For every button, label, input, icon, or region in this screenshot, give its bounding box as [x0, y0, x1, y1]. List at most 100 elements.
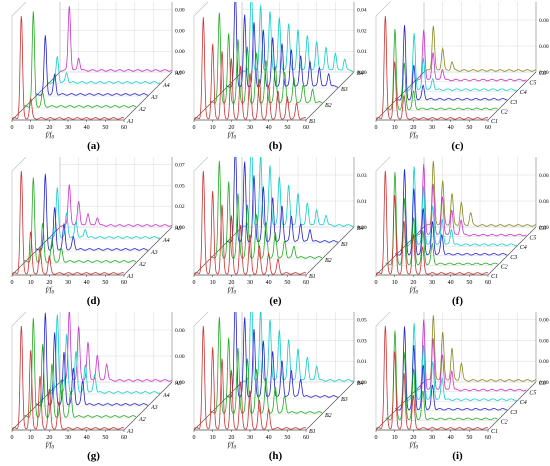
axis-line	[11, 312, 27, 327]
x-tick-label: 50	[466, 435, 472, 441]
z-tick-label: 0.054	[357, 318, 367, 324]
series-line	[225, 157, 339, 243]
series-label: B4	[357, 70, 364, 77]
series-label: C5	[529, 236, 536, 242]
x-tick-label: 20	[410, 435, 416, 441]
z-tick-label: 0.018	[357, 359, 367, 365]
z-tick-label: 0.000	[175, 225, 185, 231]
z-tick-label: 0.0057	[539, 318, 549, 324]
series-label: B3	[341, 397, 348, 403]
z-tick-label: 0.000	[357, 225, 367, 231]
waterfall-chart: 0102030405060f/f00.0000.0140.0280.0420.0…	[193, 2, 367, 141]
series-label: C2	[501, 419, 508, 425]
series-line	[35, 35, 149, 96]
series-line	[11, 170, 125, 275]
series-label: B1	[309, 429, 316, 435]
axis-line	[193, 2, 209, 17]
x-tick-label: 10	[28, 125, 34, 131]
series-label: A2	[138, 262, 146, 268]
x-tick-label: 20	[410, 125, 416, 131]
x-tick-label: 50	[102, 125, 108, 131]
series-line	[209, 12, 323, 104]
x-tick-label: 40	[84, 280, 90, 286]
panel-label: (c)	[451, 140, 464, 152]
x-tick-label: 0	[193, 435, 196, 441]
series-label: C1	[491, 429, 498, 435]
series-line	[404, 323, 517, 401]
series-label: C4	[520, 89, 527, 96]
z-tick-label: 0.00064	[175, 49, 185, 55]
series-label: B3	[341, 87, 348, 93]
series-line	[241, 157, 355, 227]
x-tick-label: 30	[247, 435, 253, 441]
x-tick-label: 20	[46, 280, 52, 286]
series-label: A4	[162, 237, 170, 244]
series-line	[414, 319, 527, 392]
x-tick-label: 30	[65, 280, 71, 286]
chart-panel: 0102030405060f/f00.00000.00230.00460.006…	[366, 2, 549, 156]
panel-label: (i)	[452, 450, 463, 462]
z-tick-label: 0.000	[539, 225, 549, 231]
series-line	[47, 56, 161, 84]
x-tick-label: 60	[121, 435, 127, 441]
z-tick-label: 0.002	[175, 354, 185, 360]
depth-axis-line	[193, 71, 243, 121]
chart-panel: 0102030405060f/f00.0000.0020.0040.0060.0…	[366, 157, 549, 311]
x-axis-label: f/f0	[46, 131, 55, 141]
series-label: A4	[162, 392, 170, 399]
panel-label: (b)	[268, 140, 283, 152]
series-line	[11, 325, 125, 430]
depth-axis-line	[193, 226, 243, 276]
x-tick-label: 20	[228, 125, 234, 131]
x-tick-label: 0	[11, 125, 14, 131]
x-tick-label: 50	[466, 125, 472, 131]
waterfall-chart: 0102030405060f/f00.00000.00230.00460.006…	[375, 2, 549, 141]
series-line	[23, 11, 137, 108]
x-tick-label: 10	[392, 435, 398, 441]
panel-label: (d)	[86, 295, 101, 307]
z-tick-label: 0.014	[357, 49, 367, 55]
x-tick-label: 30	[65, 125, 71, 131]
x-tick-label: 60	[485, 125, 491, 131]
depth-axis-line	[487, 226, 537, 276]
series-line	[414, 29, 527, 82]
series-label: C1	[491, 119, 498, 125]
x-tick-label: 40	[266, 435, 272, 441]
x-tick-label: 60	[485, 280, 491, 286]
series-line	[209, 160, 323, 259]
series-label: C3	[510, 410, 517, 416]
series-label: A3	[150, 405, 158, 411]
x-tick-label: 60	[303, 280, 309, 286]
x-tick-label: 20	[228, 280, 234, 286]
series-line	[11, 15, 125, 120]
series-line	[385, 172, 498, 266]
series-label: B2	[325, 103, 332, 109]
z-tick-label: 0.0023	[539, 44, 549, 50]
axis-line	[375, 2, 391, 17]
series-line	[385, 28, 498, 111]
series-line	[395, 326, 508, 411]
depth-axis-line	[123, 226, 173, 276]
x-tick-label: 0	[11, 280, 14, 286]
series-label: C2	[501, 264, 508, 270]
series-line	[193, 17, 307, 120]
series-label: A4	[162, 82, 170, 89]
series-label: C2	[501, 109, 508, 115]
z-tick-label: 0.0038	[539, 338, 549, 344]
panel-label: (g)	[87, 450, 100, 462]
axis-line	[11, 2, 27, 17]
series-line	[59, 6, 173, 72]
axis-line	[193, 312, 209, 327]
z-tick-label: 0.004	[175, 328, 185, 334]
x-tick-label: 30	[65, 435, 71, 441]
series-label: C6	[539, 226, 546, 232]
series-line	[385, 330, 498, 421]
series-line	[375, 170, 489, 275]
x-tick-label: 30	[429, 435, 435, 441]
axis-line	[375, 157, 391, 172]
waterfall-chart: 0102030405060f/f00.0000.0250.0500.0750.1…	[11, 157, 185, 296]
series-label: B4	[357, 380, 364, 387]
x-tick-label: 0	[11, 435, 14, 441]
series-line	[423, 315, 537, 382]
series-line	[395, 169, 508, 256]
